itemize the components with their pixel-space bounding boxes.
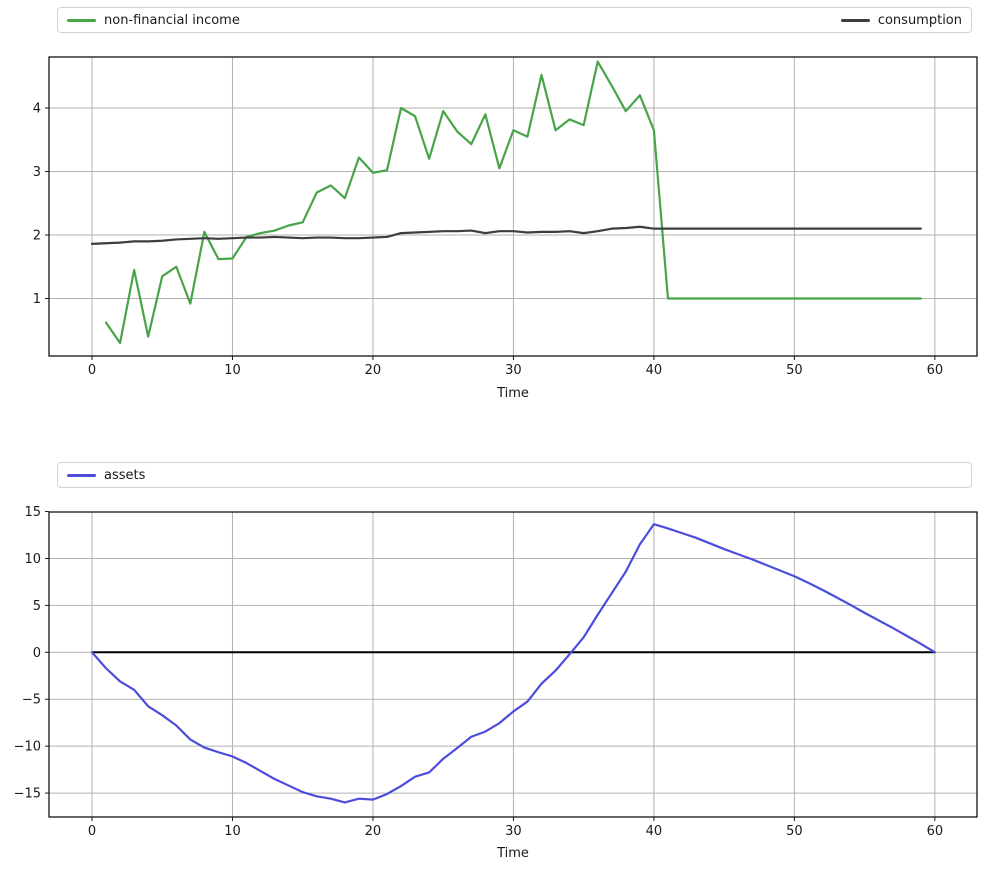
y-tick-label: −15: [14, 787, 41, 802]
y-tick-label: −5: [22, 693, 41, 708]
x-tick-label: 30: [505, 363, 522, 378]
x-tick-label: 10: [224, 824, 241, 839]
x-tick-label: 60: [927, 363, 944, 378]
x-tick-label: 30: [505, 824, 522, 839]
y-tick-label: 10: [24, 552, 41, 567]
y-tick-label: 0: [33, 646, 41, 661]
x-tick-label: 50: [786, 824, 803, 839]
x-tick-label: 50: [786, 363, 803, 378]
series-non-financial-income: [104, 60, 922, 345]
series-consumption: [90, 225, 922, 246]
x-tick-label: 40: [646, 824, 663, 839]
plot-area-0: [49, 57, 977, 356]
x-tick-label: 20: [365, 824, 382, 839]
y-tick-label: 5: [33, 599, 41, 614]
y-tick-label: 15: [24, 505, 41, 520]
y-tick-label: −10: [14, 740, 41, 755]
y-tick-label: 2: [33, 229, 41, 244]
x-tick-label: 40: [646, 363, 663, 378]
y-tick-label: 3: [33, 165, 41, 180]
x-axis-label-bottom: Time: [497, 846, 529, 861]
legend-income-consumption: non-financial income consumption: [57, 7, 972, 33]
x-tick-label: 0: [88, 363, 96, 378]
x-tick-label: 10: [224, 363, 241, 378]
legend-entry-non-financial-income: non-financial income: [67, 14, 240, 27]
income-line-swatch: [67, 18, 96, 22]
consumption-line-swatch: [840, 18, 870, 22]
legend-assets: assets: [57, 462, 972, 488]
x-axis-label-top: Time: [497, 386, 529, 401]
series-assets: [90, 523, 936, 804]
legend-label-non-financial-income: non-financial income: [104, 12, 240, 28]
x-tick-label: 60: [927, 824, 944, 839]
legend-label-consumption: consumption: [877, 12, 962, 28]
y-tick-label: 4: [33, 101, 41, 116]
legend-label-assets: assets: [104, 467, 146, 483]
y-tick-label: 1: [33, 292, 41, 307]
x-tick-label: 20: [365, 363, 382, 378]
assets-line-swatch: [67, 473, 96, 477]
legend-entry-assets: assets: [67, 469, 145, 482]
x-tick-label: 0: [88, 824, 96, 839]
plot-area-1: [49, 512, 977, 817]
legend-entry-consumption: consumption: [840, 12, 962, 28]
